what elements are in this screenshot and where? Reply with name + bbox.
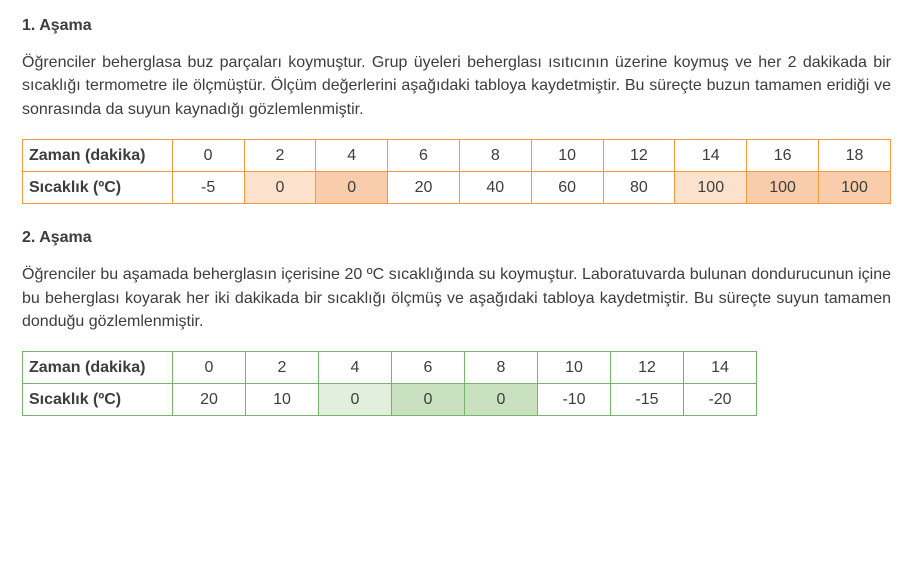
cell-time: 6 [388, 139, 460, 171]
cell-temp: 20 [388, 171, 460, 203]
cell-temp: -5 [172, 171, 244, 203]
table-row: Zaman (dakika) 0 2 4 6 8 10 12 14 [23, 351, 757, 383]
cell-temp: 100 [747, 171, 819, 203]
cell-time: 16 [747, 139, 819, 171]
row-header-time: Zaman (dakika) [23, 139, 173, 171]
cell-time: 10 [531, 139, 603, 171]
cell-time: 6 [392, 351, 465, 383]
cell-time: 4 [316, 139, 388, 171]
cell-temp: 0 [316, 171, 388, 203]
cell-temp: -10 [538, 384, 611, 416]
table-row: Zaman (dakika) 0 2 4 6 8 10 12 14 16 18 [23, 139, 891, 171]
cell-temp: 0 [244, 171, 316, 203]
cell-temp: 10 [246, 384, 319, 416]
cell-temp: 40 [459, 171, 531, 203]
table-row: Sıcaklık (ºC) 20 10 0 0 0 -10 -15 -20 [23, 384, 757, 416]
stage1-table: Zaman (dakika) 0 2 4 6 8 10 12 14 16 18 … [22, 139, 891, 204]
cell-time: 0 [173, 351, 246, 383]
stage1-heading: 1. Aşama [22, 14, 891, 37]
cell-temp: -15 [611, 384, 684, 416]
cell-time: 2 [244, 139, 316, 171]
cell-time: 12 [611, 351, 684, 383]
cell-temp: 0 [392, 384, 465, 416]
cell-time: 4 [319, 351, 392, 383]
cell-time: 2 [246, 351, 319, 383]
cell-temp: 0 [465, 384, 538, 416]
stage2-heading: 2. Aşama [22, 226, 891, 249]
stage1-paragraph: Öğrenciler beherglasa buz parçaları koym… [22, 51, 891, 121]
cell-time: 10 [538, 351, 611, 383]
row-header-temp: Sıcaklık (ºC) [23, 384, 173, 416]
cell-temp: 100 [819, 171, 891, 203]
cell-time: 14 [675, 139, 747, 171]
cell-temp: 20 [173, 384, 246, 416]
row-header-time: Zaman (dakika) [23, 351, 173, 383]
cell-temp: 100 [675, 171, 747, 203]
cell-time: 8 [459, 139, 531, 171]
cell-temp: 0 [319, 384, 392, 416]
cell-temp: -20 [684, 384, 757, 416]
cell-temp: 60 [531, 171, 603, 203]
table-row: Sıcaklık (ºC) -5 0 0 20 40 60 80 100 100… [23, 171, 891, 203]
cell-time: 0 [172, 139, 244, 171]
cell-time: 12 [603, 139, 675, 171]
row-header-temp: Sıcaklık (ºC) [23, 171, 173, 203]
stage2-paragraph: Öğrenciler bu aşamada beherglasın içeris… [22, 263, 891, 333]
stage2-table: Zaman (dakika) 0 2 4 6 8 10 12 14 Sıcakl… [22, 351, 757, 416]
cell-time: 8 [465, 351, 538, 383]
cell-time: 14 [684, 351, 757, 383]
cell-temp: 80 [603, 171, 675, 203]
cell-time: 18 [819, 139, 891, 171]
